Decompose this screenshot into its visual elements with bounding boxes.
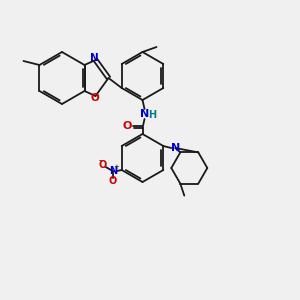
Text: N: N bbox=[109, 166, 117, 176]
Text: -: - bbox=[98, 157, 101, 166]
Text: +: + bbox=[113, 164, 119, 170]
Text: N: N bbox=[171, 143, 180, 153]
Text: O: O bbox=[123, 121, 132, 131]
Text: H: H bbox=[148, 110, 157, 120]
Text: O: O bbox=[99, 160, 107, 170]
Text: O: O bbox=[109, 176, 117, 186]
Text: N: N bbox=[90, 53, 99, 63]
Text: N: N bbox=[140, 109, 149, 119]
Text: O: O bbox=[90, 93, 99, 103]
